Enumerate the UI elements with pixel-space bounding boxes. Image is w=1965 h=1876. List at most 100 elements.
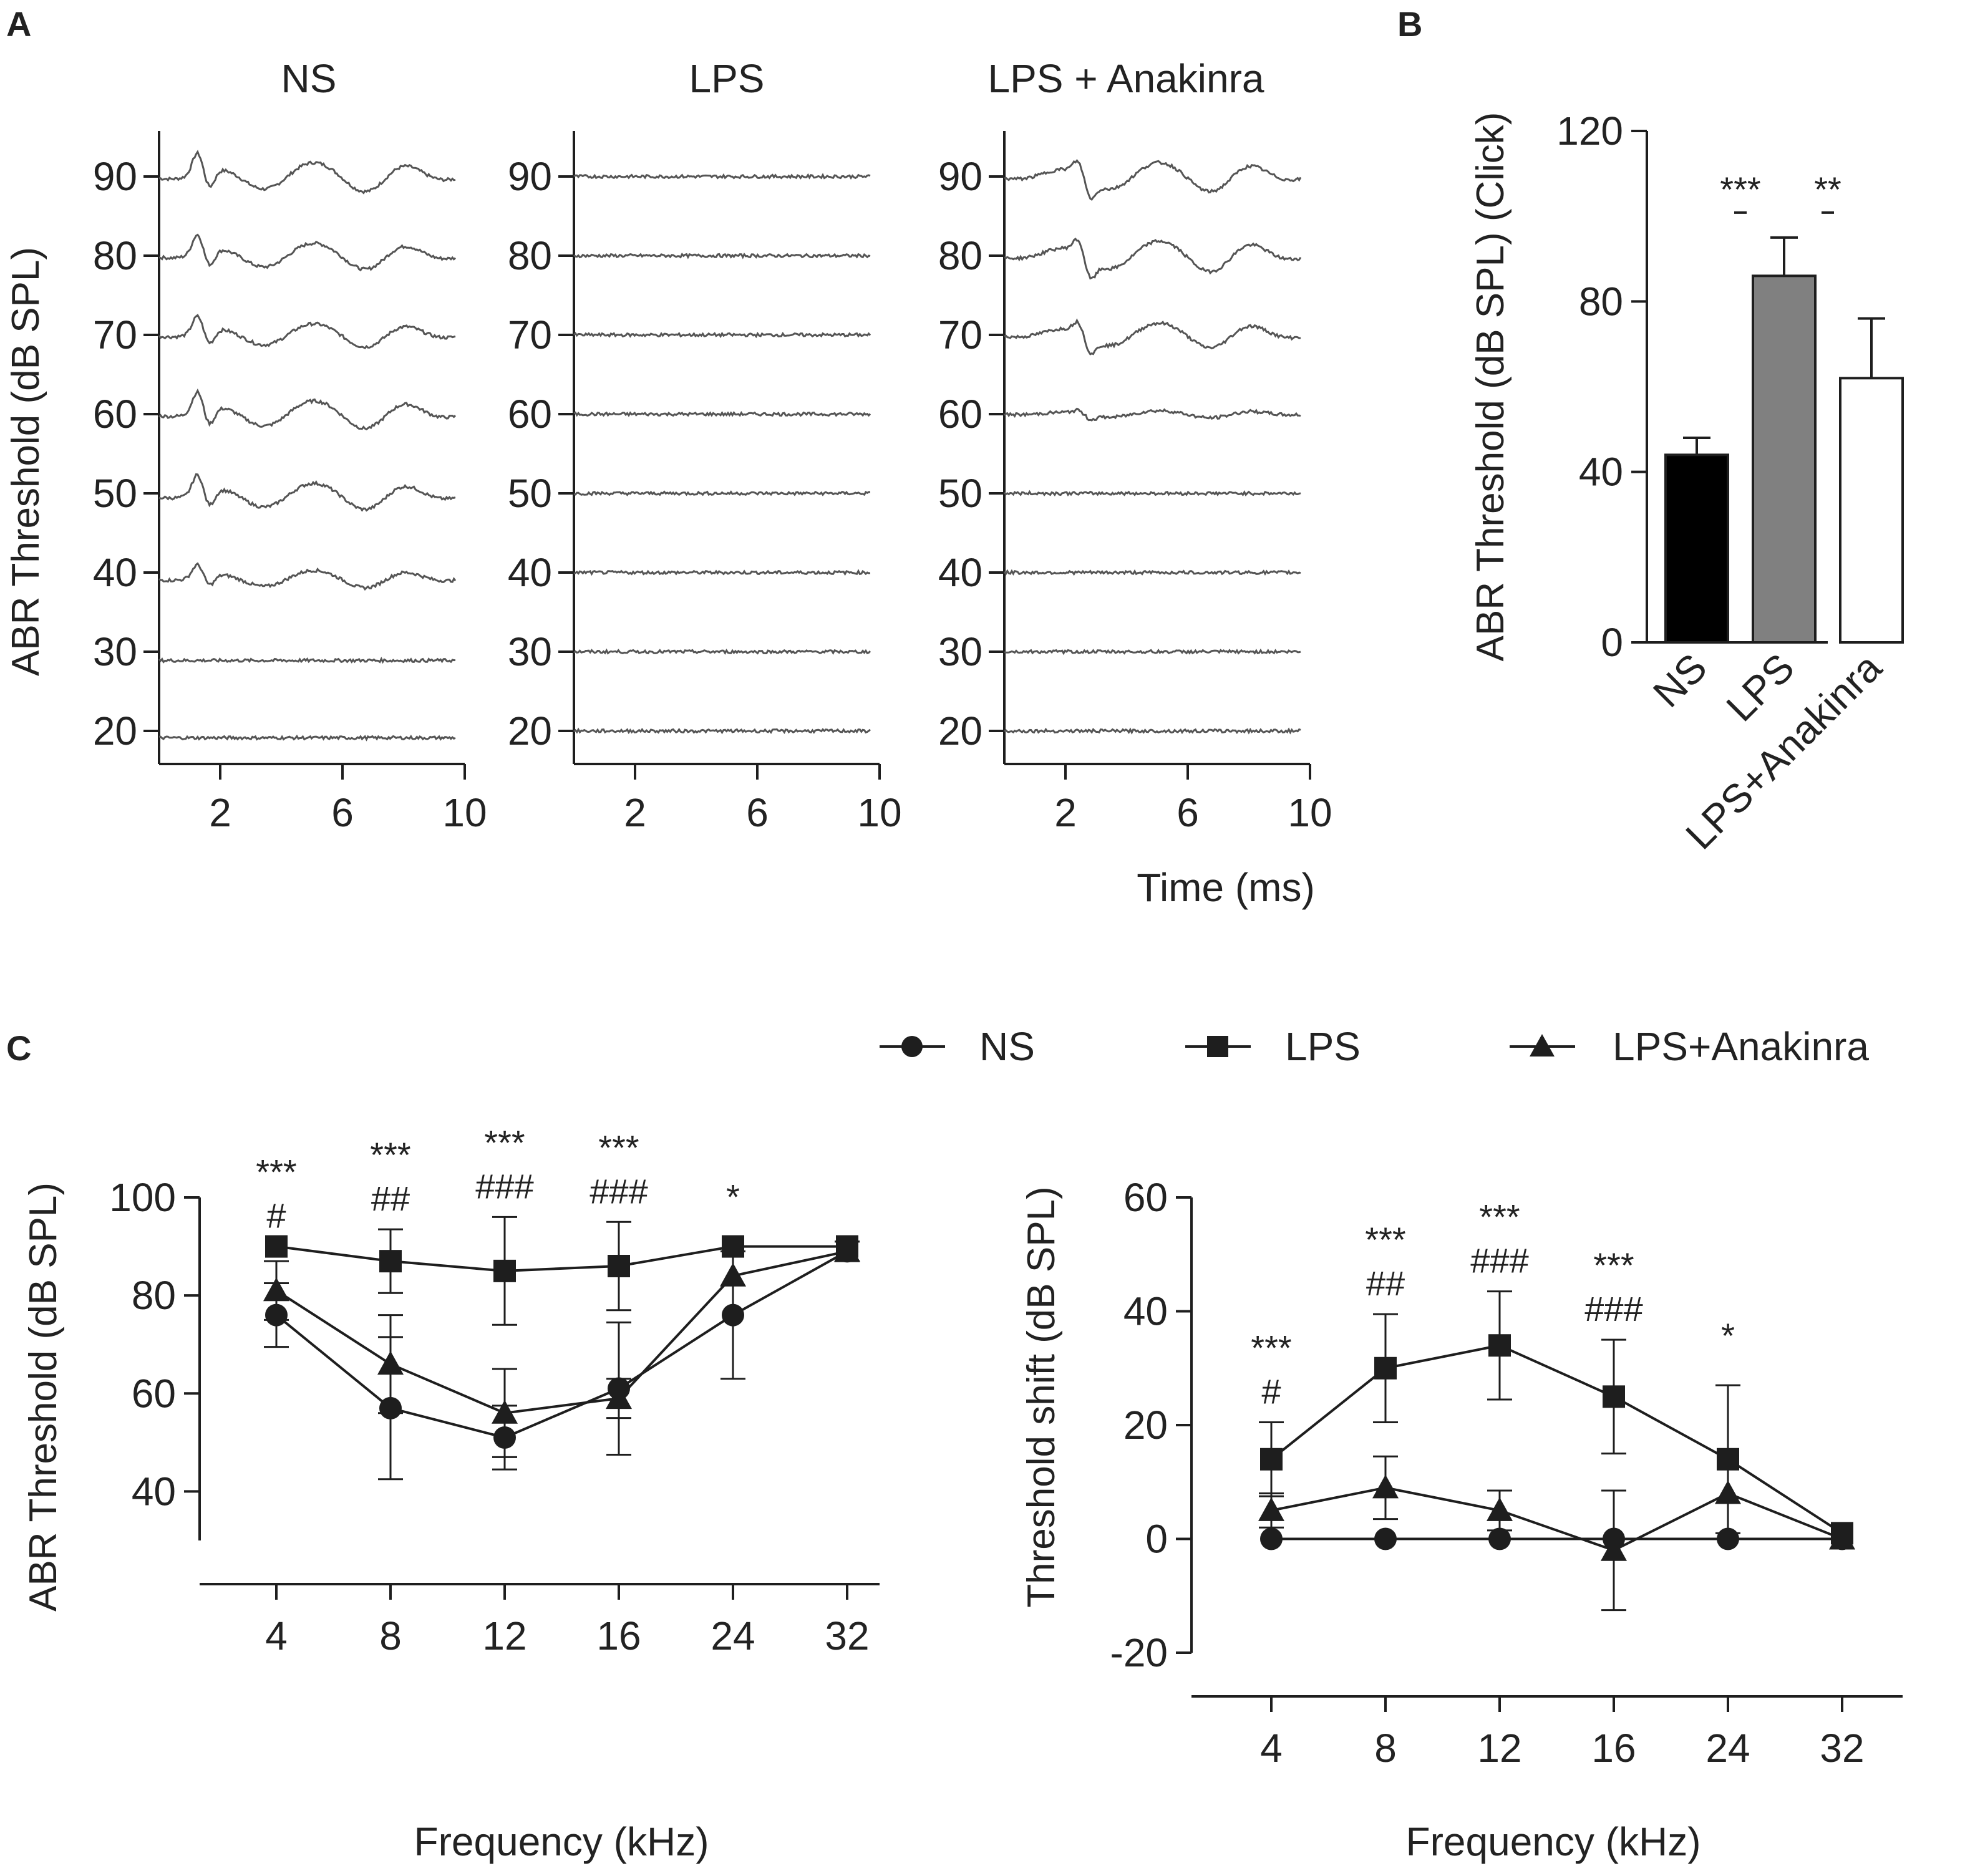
- waveform-level-label: 30: [938, 629, 982, 674]
- waveform-trace: [158, 388, 457, 431]
- panel-c2-ylabel: Threshold shift (dB SPL): [1020, 1186, 1063, 1607]
- waveform-trace: [158, 657, 456, 664]
- data-point: [722, 1303, 744, 1327]
- waveform-level-label: 90: [93, 154, 137, 199]
- waveform-level-label: 40: [508, 550, 552, 595]
- significance-hash: ###: [1584, 1289, 1642, 1328]
- waveform-trace: [1004, 727, 1301, 735]
- bar-lps-anakinra: [1839, 377, 1904, 644]
- line-x-tick-label: 32: [1820, 1726, 1864, 1771]
- waveform-x-tick-label: 10: [442, 790, 487, 835]
- line-x-tick-label: 24: [1705, 1726, 1750, 1771]
- waveform-x-tick-label: 10: [857, 790, 901, 835]
- data-point: [1260, 1448, 1283, 1471]
- data-point: [606, 1385, 632, 1409]
- data-point: [1488, 1527, 1511, 1550]
- waveform-level-label: 80: [508, 233, 552, 278]
- waveform-trace: [573, 727, 871, 735]
- waveform-level-label: 30: [508, 629, 552, 674]
- data-point: [379, 1250, 402, 1273]
- significance-hash: #: [266, 1196, 286, 1235]
- waveform-x-tick-label: 2: [624, 790, 646, 835]
- series-line: [1271, 1486, 1843, 1552]
- data-point: [1260, 1527, 1283, 1550]
- bar-category-label: NS: [1644, 645, 1715, 716]
- data-point: [1487, 1497, 1513, 1521]
- panel-b-bar-chart: ABR Threshold (dB SPL) (Click) 0 40 80 120 N…: [1469, 109, 1904, 858]
- legend-item-lps-anakinra: LPS+Anakinra: [1510, 1024, 1869, 1069]
- series-line: [276, 1245, 847, 1272]
- line-x-tick-label: 8: [379, 1613, 402, 1658]
- significance-star: ***: [598, 1128, 639, 1167]
- waveform-trace: [158, 150, 456, 195]
- waveform-x-tick-label: 2: [209, 790, 231, 835]
- data-point: [492, 1400, 518, 1424]
- waveform-trace: [573, 331, 871, 339]
- significance-star: *: [726, 1177, 740, 1217]
- significance-hash: ##: [371, 1179, 410, 1218]
- series-lps-anakinra: [1258, 1455, 1855, 1612]
- line-x-tick-label: 32: [825, 1613, 869, 1658]
- panel-c-threshold-chart: ABR Threshold (dB SPL) Frequency (kHz) 4…: [22, 1123, 880, 1864]
- waveform-x-tick-label: 6: [331, 790, 354, 835]
- line-y-tick-label: 60: [132, 1371, 176, 1416]
- panel-a-title-ns: NS: [281, 56, 337, 101]
- waveform-panel-1: 2 6 10 90 80 70 60 50 40 30 20: [93, 131, 487, 835]
- bar-y-tick-label: 120: [1556, 109, 1623, 153]
- significance-hash: #: [1261, 1371, 1281, 1411]
- waveform-trace: [158, 734, 456, 742]
- panel-a-title-anakinra: LPS + Anakinra: [988, 56, 1264, 101]
- waveform-level-label: 70: [938, 312, 982, 357]
- waveform-trace: [158, 473, 456, 512]
- line-x-tick-label: 4: [1260, 1726, 1283, 1771]
- waveform-level-label: 90: [508, 154, 552, 199]
- waveform-level-label: 50: [93, 471, 137, 516]
- significance-star: ***: [1365, 1220, 1405, 1259]
- significance-hash: ###: [1470, 1241, 1528, 1280]
- waveform-trace: [573, 648, 871, 655]
- data-point: [1603, 1385, 1625, 1408]
- waveform-trace: [1003, 569, 1301, 576]
- series-ns: [264, 1240, 860, 1481]
- waveform-trace: [1004, 648, 1301, 655]
- waveform-trace: [158, 562, 457, 591]
- line-y-tick-label: 80: [132, 1273, 176, 1318]
- significance-label: ***: [1720, 170, 1760, 209]
- waveform-trace: [573, 252, 871, 259]
- line-y-tick-label: 40: [132, 1469, 176, 1514]
- data-point: [1829, 1525, 1855, 1550]
- significance-hash: ##: [1366, 1264, 1405, 1303]
- significance-star: ***: [370, 1135, 410, 1174]
- series-line: [1270, 1344, 1843, 1535]
- data-point: [1601, 1537, 1627, 1561]
- waveform-level-label: 50: [508, 471, 552, 516]
- panel-c1-ylabel: ABR Threshold (dB SPL): [22, 1182, 65, 1612]
- data-point: [720, 1262, 746, 1287]
- panel-c-threshold-shift-chart: Threshold shift (dB SPL) Frequency (kHz)…: [1020, 1175, 1903, 1864]
- line-y-tick-label: 20: [1123, 1403, 1168, 1448]
- panel-c1-xlabel: Frequency (kHz): [414, 1819, 709, 1864]
- line-x-tick-label: 12: [482, 1613, 526, 1658]
- legend-item-ns: NS: [880, 1024, 1035, 1069]
- waveform-level-label: 60: [93, 392, 137, 437]
- line-x-tick-label: 4: [265, 1613, 288, 1658]
- waveform-x-tick-label: 10: [1288, 790, 1332, 835]
- line-x-tick-label: 24: [711, 1613, 755, 1658]
- data-point: [834, 1238, 860, 1262]
- data-point: [263, 1277, 289, 1302]
- data-point: [1258, 1497, 1284, 1521]
- panel-label-a: A: [6, 4, 31, 44]
- series-line: [275, 1250, 848, 1439]
- significance-star: ***: [484, 1123, 525, 1162]
- waveform-trace: [1004, 237, 1302, 280]
- waveform-level-label: 40: [938, 550, 982, 595]
- bar-lps: [1752, 274, 1817, 644]
- legend: NS LPS LPS+Anakinra: [880, 1024, 1869, 1069]
- significance-hash: ###: [475, 1166, 533, 1206]
- waveform-trace: [573, 569, 871, 576]
- significance-label: **: [1814, 170, 1841, 209]
- data-point: [1715, 1480, 1741, 1504]
- panel-a-title-lps: LPS: [689, 56, 765, 101]
- data-point: [608, 1255, 630, 1277]
